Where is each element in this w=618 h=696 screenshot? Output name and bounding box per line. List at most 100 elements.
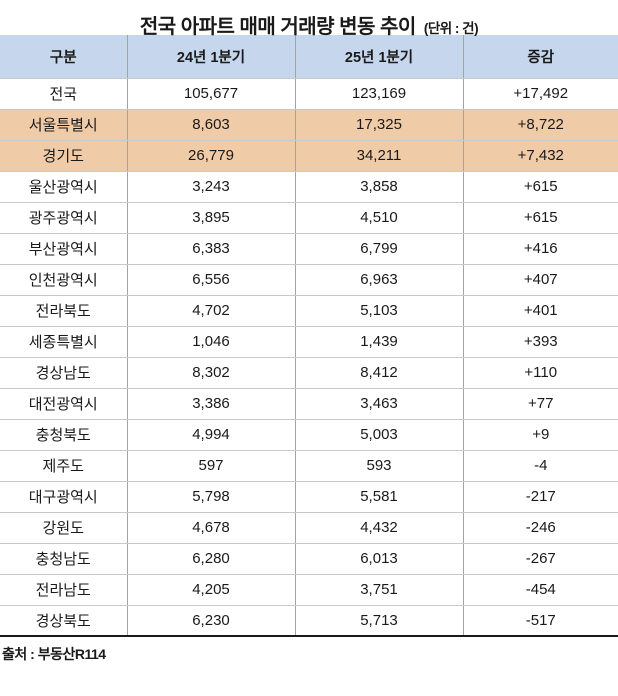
value-cell: 6,230 bbox=[127, 605, 296, 636]
value-cell: 4,994 bbox=[127, 419, 296, 451]
table-row: 전국 105,677 123,169 +17,492 bbox=[0, 78, 618, 110]
change-cell: -454 bbox=[463, 574, 618, 606]
page-title: 전국 아파트 매매 거래량 변동 추이 (단위 : 건) bbox=[0, 0, 618, 38]
column-header-2024q1: 24년 1분기 bbox=[127, 35, 296, 79]
value-cell: 34,211 bbox=[295, 140, 464, 172]
table-row: 울산광역시 3,243 3,858 +615 bbox=[0, 171, 618, 203]
value-cell: 3,463 bbox=[295, 388, 464, 420]
value-cell: 6,799 bbox=[295, 233, 464, 265]
change-cell: -517 bbox=[525, 611, 556, 629]
value-cell: 6,280 bbox=[127, 543, 296, 575]
change-cell: +17,492 bbox=[463, 78, 618, 110]
table-row: 대구광역시 5,798 5,581 -217 bbox=[0, 481, 618, 513]
region-cell: 충청북도 bbox=[0, 419, 128, 451]
value-cell: 6,556 bbox=[127, 264, 296, 296]
title-unit: (단위 : 건) bbox=[423, 21, 479, 36]
value-cell: 8,412 bbox=[295, 357, 464, 389]
value-cell: 26,779 bbox=[127, 140, 296, 172]
change-cell: -246 bbox=[463, 512, 618, 544]
value-cell: 8,302 bbox=[127, 357, 296, 389]
value-cell: 4,510 bbox=[295, 202, 464, 234]
region-cell: 서울특별시 bbox=[0, 109, 128, 141]
region-cell: 전국 bbox=[0, 78, 128, 110]
table-row: 부산광역시 6,383 6,799 +416 bbox=[0, 233, 618, 265]
region-cell: 경상남도 bbox=[0, 357, 128, 389]
value-cell: 105,677 bbox=[127, 78, 296, 110]
header-row: 구분 24년 1분기 25년 1분기 증감 bbox=[0, 35, 618, 79]
region-cell: 전라북도 bbox=[0, 295, 128, 327]
change-cell: +401 bbox=[463, 295, 618, 327]
value-cell: 5,103 bbox=[295, 295, 464, 327]
transaction-volume-table: 구분 24년 1분기 25년 1분기 증감 전국 105,677 123,169 +1… bbox=[0, 35, 618, 637]
change-cell: -217 bbox=[463, 481, 618, 513]
column-header-region: 구분 bbox=[0, 35, 128, 79]
table-row: 경상북도 6,230 5,713 -517 bbox=[0, 605, 618, 636]
change-cell: +416 bbox=[463, 233, 618, 265]
value-cell: 6,963 bbox=[295, 264, 464, 296]
value-cell: 1,439 bbox=[295, 326, 464, 358]
table-row: 강원도 4,678 4,432 -246 bbox=[0, 512, 618, 544]
value-cell: 4,432 bbox=[295, 512, 464, 544]
change-cell: -4 bbox=[463, 450, 618, 482]
column-header-2025q1: 25년 1분기 bbox=[295, 35, 464, 79]
value-cell: 17,325 bbox=[295, 109, 464, 141]
value-cell: 593 bbox=[295, 450, 464, 482]
value-cell: 3,895 bbox=[127, 202, 296, 234]
table-row: 경기도 26,779 34,211 +7,432 bbox=[0, 140, 618, 172]
value-cell: 5,713 bbox=[295, 605, 464, 636]
table-row: 세종특별시 1,046 1,439 +393 bbox=[0, 326, 618, 358]
region-cell: 광주광역시 bbox=[0, 202, 128, 234]
change-cell: +615 bbox=[463, 171, 618, 203]
value-cell: 5,003 bbox=[295, 419, 464, 451]
region-cell: 대전광역시 bbox=[0, 388, 128, 420]
table-row: 전라북도 4,702 5,103 +401 bbox=[0, 295, 618, 327]
table-row: 인천광역시 6,556 6,963 +407 bbox=[0, 264, 618, 296]
region-cell: 부산광역시 bbox=[0, 233, 128, 265]
change-cell: +8,722 bbox=[463, 109, 618, 141]
change-cell: +407 bbox=[463, 264, 618, 296]
change-cell: +110 bbox=[463, 357, 618, 389]
region-cell: 대구광역시 bbox=[0, 481, 128, 513]
region-cell: 경기도 bbox=[0, 140, 128, 172]
value-cell: 3,386 bbox=[127, 388, 296, 420]
change-cell: +9 bbox=[463, 419, 618, 451]
value-cell: 5,581 bbox=[295, 481, 464, 513]
value-cell: 3,751 bbox=[295, 574, 464, 606]
value-cell: 4,702 bbox=[127, 295, 296, 327]
source-note: 출처 : 부동산R114 bbox=[2, 646, 106, 662]
value-cell: 4,678 bbox=[127, 512, 296, 544]
table-row: 광주광역시 3,895 4,510 +615 bbox=[0, 202, 618, 234]
table-row: 충청남도 6,280 6,013 -267 bbox=[0, 543, 618, 575]
region-cell: 강원도 bbox=[0, 512, 128, 544]
region-cell: 제주도 bbox=[0, 450, 128, 482]
change-cell: -267 bbox=[463, 543, 618, 575]
table-body: 전국 105,677 123,169 +17,492 서울특별시 8,603 17,325 +… bbox=[0, 78, 618, 636]
table-row: 제주도 597 593 -4 bbox=[0, 450, 618, 482]
region-cell: 경상북도 bbox=[0, 605, 128, 636]
table-row: 서울특별시 8,603 17,325 +8,722 bbox=[0, 109, 618, 141]
change-cell: +615 bbox=[463, 202, 618, 234]
region-cell: 전라남도 bbox=[0, 574, 128, 606]
value-cell: 123,169 bbox=[295, 78, 464, 110]
table-row: 충청북도 4,994 5,003 +9 bbox=[0, 419, 618, 451]
table-row: 경상남도 8,302 8,412 +110 bbox=[0, 357, 618, 389]
title-text: 전국 아파트 매매 거래량 변동 추이 bbox=[139, 16, 416, 38]
value-cell: 6,383 bbox=[127, 233, 296, 265]
region-cell: 세종특별시 bbox=[0, 326, 128, 358]
value-cell: 8,603 bbox=[127, 109, 296, 141]
value-cell: 1,046 bbox=[127, 326, 296, 358]
value-cell: 4,205 bbox=[127, 574, 296, 606]
change-cell: +393 bbox=[463, 326, 618, 358]
value-cell: 3,858 bbox=[295, 171, 464, 203]
table-row: 대전광역시 3,386 3,463 +77 bbox=[0, 388, 618, 420]
table-row: 전라남도 4,205 3,751 -454 bbox=[0, 574, 618, 606]
region-cell: 충청남도 bbox=[0, 543, 128, 575]
region-cell: 울산광역시 bbox=[0, 171, 128, 203]
region-cell: 인천광역시 bbox=[0, 264, 128, 296]
value-cell: 3,243 bbox=[127, 171, 296, 203]
change-cell: +7,432 bbox=[463, 140, 618, 172]
value-cell: 597 bbox=[127, 450, 296, 482]
change-cell: +77 bbox=[463, 388, 618, 420]
value-cell: 5,798 bbox=[127, 481, 296, 513]
table-header: 구분 24년 1분기 25년 1분기 증감 bbox=[0, 35, 618, 79]
